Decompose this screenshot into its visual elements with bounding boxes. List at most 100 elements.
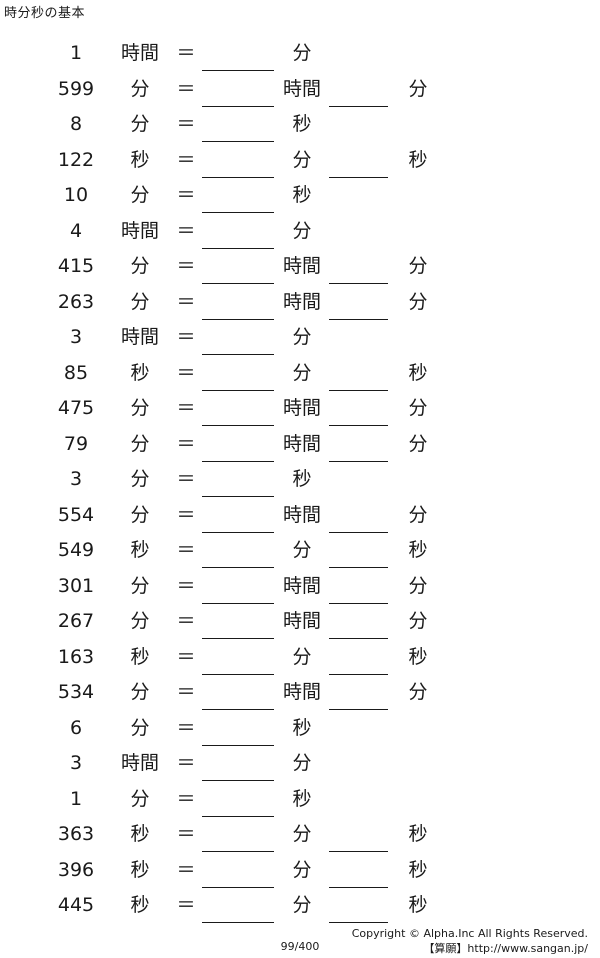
- given-unit: 分: [130, 77, 150, 100]
- answer-blank-1[interactable]: [202, 815, 274, 817]
- problem-row: 122 秒 ＝ 分 秒: [0, 143, 600, 179]
- answer-unit-1: 秒: [292, 184, 312, 206]
- answer-unit-2: 分: [408, 77, 428, 100]
- answer-blank-2[interactable]: [329, 567, 388, 568]
- problem-number: 4: [69, 219, 83, 242]
- answer-blank-2[interactable]: [329, 176, 388, 178]
- answer-blank-2[interactable]: [329, 886, 388, 888]
- answer-unit-1: 分: [292, 361, 312, 384]
- answer-blank-1[interactable]: [202, 425, 274, 426]
- problem-row: 534 分 ＝ 時間 分: [0, 675, 600, 711]
- problem-row: 549 秒 ＝ 分 秒: [0, 533, 600, 569]
- problem-row: 445 秒 ＝ 分 秒: [0, 888, 600, 924]
- answer-blank-1[interactable]: [202, 496, 274, 497]
- answer-unit-1: 時間: [282, 432, 321, 455]
- problem-list: 1 時間＝分 599 分＝時間分 8 分＝秒 122 秒＝分秒 10 分＝秒 4 時間＝分 415 分＝時…: [0, 36, 600, 924]
- answer-unit-1: 分: [292, 752, 312, 774]
- problem-number: 445: [57, 894, 95, 916]
- answer-blank-1[interactable]: [202, 780, 274, 781]
- worksheet-title: 時分秒の基本: [4, 6, 86, 21]
- problem-number: 8: [69, 113, 83, 135]
- problem-row: 3 分 ＝ 秒: [0, 462, 600, 498]
- given-unit: 時間: [120, 752, 159, 774]
- equals-sign: ＝: [176, 326, 196, 348]
- site-text: 【算願】http://www.sangan.jp/: [423, 942, 588, 955]
- equals-sign: ＝: [176, 503, 196, 526]
- equals-sign: ＝: [176, 361, 196, 384]
- answer-blank-1[interactable]: [202, 851, 274, 852]
- answer-blank-1[interactable]: [202, 70, 274, 71]
- answer-unit-2: 秒: [408, 858, 428, 881]
- answer-blank-1[interactable]: [202, 283, 274, 284]
- answer-blank-1[interactable]: [202, 531, 274, 533]
- answer-unit-1: 秒: [292, 787, 312, 810]
- answer-blank-1[interactable]: [202, 212, 274, 213]
- problem-row: 263 分 ＝ 時間 分: [0, 285, 600, 321]
- answer-blank-1[interactable]: [202, 389, 274, 391]
- answer-blank-1[interactable]: [202, 886, 274, 888]
- answer-blank-2[interactable]: [329, 851, 388, 852]
- answer-unit-1: 時間: [282, 610, 321, 632]
- answer-unit-2: 分: [408, 290, 428, 313]
- given-unit: 秒: [130, 148, 150, 171]
- given-unit: 分: [130, 184, 150, 206]
- equals-sign: ＝: [176, 468, 196, 490]
- answer-unit-2: 分: [408, 255, 428, 277]
- equals-sign: ＝: [176, 823, 196, 845]
- answer-blank-2[interactable]: [329, 922, 388, 923]
- problem-number: 363: [57, 823, 95, 845]
- answer-blank-2[interactable]: [329, 673, 388, 675]
- answer-blank-2[interactable]: [329, 709, 388, 710]
- answer-blank-2[interactable]: [329, 425, 388, 426]
- answer-unit-2: 分: [408, 503, 428, 526]
- answer-blank-1[interactable]: [202, 176, 274, 178]
- answer-blank-2[interactable]: [329, 460, 388, 462]
- answer-unit-2: 秒: [408, 894, 428, 916]
- answer-blank-2[interactable]: [329, 389, 388, 391]
- answer-blank-1[interactable]: [202, 354, 274, 355]
- problem-row: 363 秒 ＝ 分 秒: [0, 817, 600, 853]
- equals-sign: ＝: [176, 716, 196, 739]
- answer-blank-1[interactable]: [202, 709, 274, 710]
- answer-blank-2[interactable]: [329, 638, 388, 639]
- problem-number: 549: [57, 539, 95, 561]
- answer-blank-2[interactable]: [329, 105, 388, 107]
- answer-blank-1[interactable]: [202, 105, 274, 107]
- given-unit: 分: [130, 503, 150, 526]
- answer-unit-2: 秒: [408, 823, 428, 845]
- answer-blank-2[interactable]: [329, 602, 388, 604]
- answer-blank-1[interactable]: [202, 744, 274, 746]
- equals-sign: ＝: [176, 219, 196, 242]
- answer-blank-1[interactable]: [202, 141, 274, 142]
- answer-blank-2[interactable]: [329, 283, 388, 284]
- problem-number: 396: [57, 858, 95, 881]
- answer-blank-1[interactable]: [202, 460, 274, 462]
- answer-blank-2[interactable]: [329, 531, 388, 533]
- equals-sign: ＝: [176, 858, 196, 881]
- answer-blank-1[interactable]: [202, 922, 274, 923]
- problem-row: 267 分 ＝ 時間 分: [0, 604, 600, 640]
- problem-number: 3: [69, 752, 83, 774]
- equals-sign: ＝: [176, 113, 196, 135]
- answer-unit-2: 秒: [408, 148, 428, 171]
- answer-blank-1[interactable]: [202, 602, 274, 604]
- answer-unit-1: 分: [292, 539, 312, 561]
- problem-row: 1 時間 ＝ 分: [0, 36, 600, 72]
- answer-unit-1: 時間: [282, 77, 321, 100]
- problem-number: 301: [57, 574, 95, 597]
- answer-blank-1[interactable]: [202, 567, 274, 568]
- answer-blank-2[interactable]: [329, 318, 388, 320]
- problem-number: 534: [57, 681, 95, 703]
- answer-blank-1[interactable]: [202, 638, 274, 639]
- equals-sign: ＝: [176, 752, 196, 774]
- answer-unit-2: 分: [408, 432, 428, 455]
- answer-blank-1[interactable]: [202, 247, 274, 249]
- answer-unit-1: 分: [292, 42, 312, 64]
- answer-blank-1[interactable]: [202, 673, 274, 675]
- answer-blank-1[interactable]: [202, 318, 274, 320]
- given-unit: 時間: [120, 42, 159, 64]
- problem-number: 163: [57, 645, 95, 668]
- answer-unit-1: 分: [292, 823, 312, 845]
- answer-unit-2: 分: [408, 681, 428, 703]
- given-unit: 時間: [120, 219, 159, 242]
